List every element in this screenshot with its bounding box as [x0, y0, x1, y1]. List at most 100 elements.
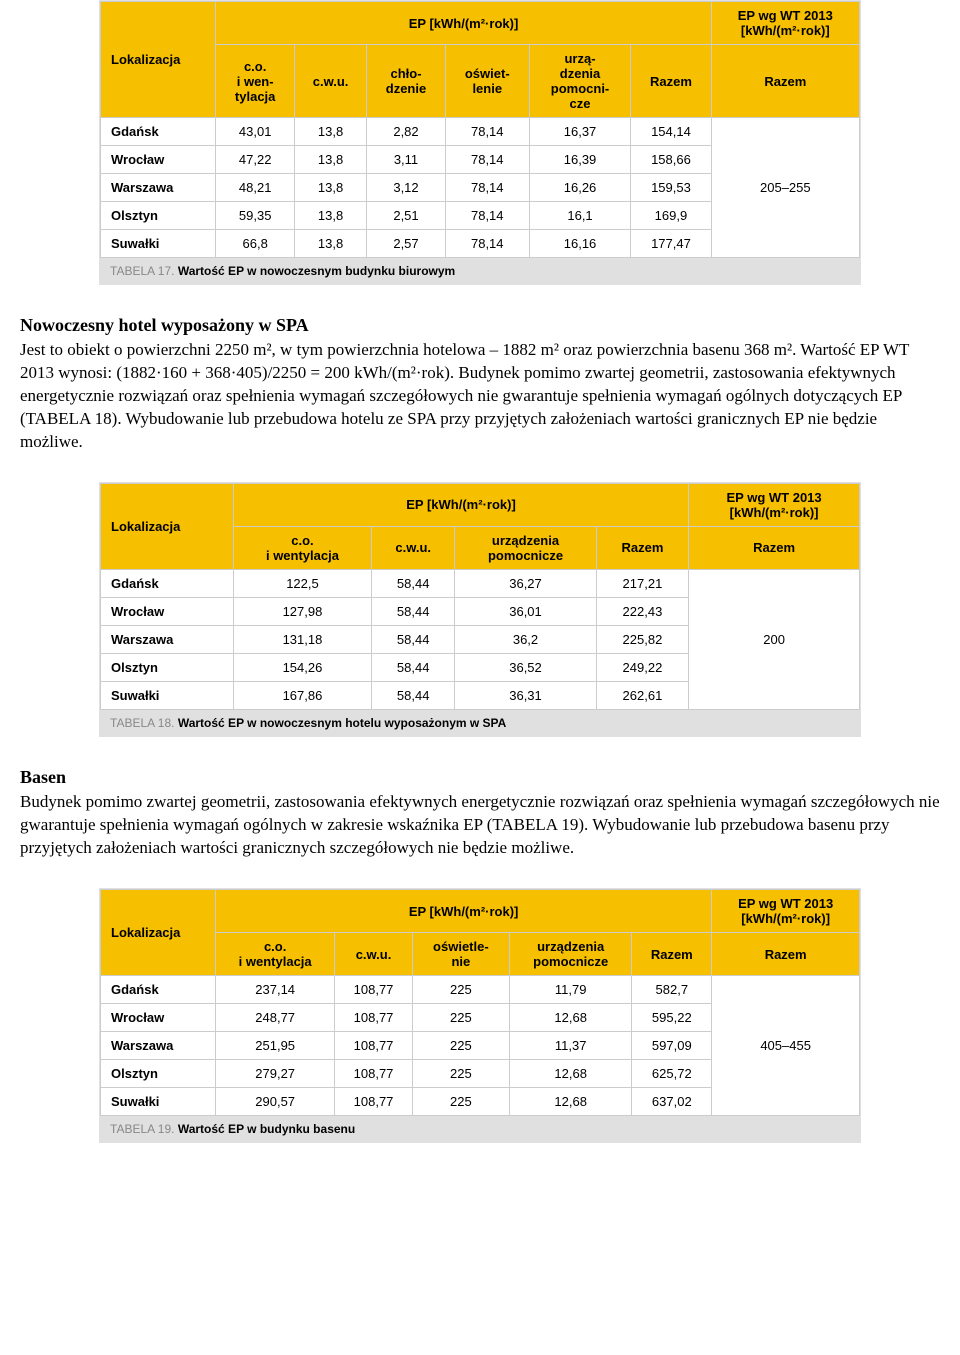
- t19-caption: TABELA 19. Wartość EP w budynku basenu: [100, 1116, 860, 1142]
- t17-r2-v1: 13,8: [294, 174, 366, 202]
- t18-h-wt-l1: EP wg WT 2013: [727, 490, 822, 505]
- t17-r0-v4: 16,37: [529, 118, 631, 146]
- t17-r0-v0: 43,01: [216, 118, 295, 146]
- t19-r3-v1: 108,77: [335, 1060, 412, 1088]
- t19-r3-v3: 12,68: [510, 1060, 632, 1088]
- t18-r3-v0: 154,26: [233, 653, 371, 681]
- t19-r4-v4: 637,02: [632, 1088, 712, 1116]
- t19-r1-v4: 595,22: [632, 1004, 712, 1032]
- t17-r0-v2: 2,82: [367, 118, 446, 146]
- t17-r3-v5: 169,9: [631, 202, 711, 230]
- t17-r3-loc: Olsztyn: [101, 202, 216, 230]
- t18-sh-4: Razem: [689, 526, 860, 569]
- t17-sh-5: Razem: [631, 45, 711, 118]
- t19-r2-v4: 597,09: [632, 1032, 712, 1060]
- t17-r2-v3: 78,14: [445, 174, 529, 202]
- t17-r1-v0: 47,22: [216, 146, 295, 174]
- t17-r2-v0: 48,21: [216, 174, 295, 202]
- table-19-block: Lokalizacja EP [kWh/(m²·rok)] EP wg WT 2…: [99, 888, 861, 1143]
- section-hotel-spa: Nowoczesny hotel wyposażony w SPA Jest t…: [20, 313, 940, 454]
- t19-r4-loc: Suwałki: [101, 1088, 216, 1116]
- t19-r4-v1: 108,77: [335, 1088, 412, 1116]
- t19-r3-v2: 225: [412, 1060, 509, 1088]
- t18-r3-v3: 249,22: [596, 653, 689, 681]
- t17-r2-v2: 3,12: [367, 174, 446, 202]
- section2-body: Budynek pomimo zwartej geometrii, zastos…: [20, 791, 940, 860]
- t19-r1-v3: 12,68: [510, 1004, 632, 1032]
- t17-r4-v4: 16,16: [529, 230, 631, 258]
- t17-r4-v0: 66,8: [216, 230, 295, 258]
- t19-r2-loc: Warszawa: [101, 1032, 216, 1060]
- t17-r2-v5: 159,53: [631, 174, 711, 202]
- t17-r0-v3: 78,14: [445, 118, 529, 146]
- t19-h-wt-l2: [kWh/(m²·rok)]: [741, 911, 830, 926]
- t17-r3-v2: 2,51: [367, 202, 446, 230]
- t17-r1-v4: 16,39: [529, 146, 631, 174]
- t17-sh-0: c.o. i wen- tylacja: [216, 45, 295, 118]
- table-17: Lokalizacja EP [kWh/(m²·rok)] EP wg WT 2…: [100, 1, 860, 258]
- t18-r2-v0: 131,18: [233, 625, 371, 653]
- t17-wt: 205–255: [711, 118, 859, 258]
- t18-r2-v1: 58,44: [372, 625, 455, 653]
- t18-r4-loc: Suwałki: [101, 681, 234, 709]
- t18-r1-v0: 127,98: [233, 597, 371, 625]
- t18-r2-loc: Warszawa: [101, 625, 234, 653]
- t18-r4-v3: 262,61: [596, 681, 689, 709]
- t19-caption-label: TABELA 19.: [110, 1122, 174, 1136]
- t18-caption-text: Wartość EP w nowoczesnym hotelu wyposażo…: [178, 716, 507, 730]
- t18-sh-0: c.o. i wentylacja: [233, 526, 371, 569]
- t17-r0-v1: 13,8: [294, 118, 366, 146]
- t17-sh-4: urzą- dzenia pomocni- cze: [529, 45, 631, 118]
- t18-wt: 200: [689, 569, 860, 709]
- t18-sh-2: urządzenia pomocnicze: [455, 526, 596, 569]
- t19-r4-v0: 290,57: [215, 1088, 335, 1116]
- t17-h-wt-l2: [kWh/(m²·rok)]: [741, 23, 830, 38]
- t19-r3-loc: Olsztyn: [101, 1060, 216, 1088]
- t17-caption-label: TABELA 17.: [110, 264, 174, 278]
- t19-h-wt-l1: EP wg WT 2013: [738, 896, 833, 911]
- t19-r0-v0: 237,14: [215, 976, 335, 1004]
- t18-r0-v3: 217,21: [596, 569, 689, 597]
- t18-sh-1: c.w.u.: [372, 526, 455, 569]
- t18-caption: TABELA 18. Wartość EP w nowoczesnym hote…: [100, 710, 860, 736]
- t18-r1-v1: 58,44: [372, 597, 455, 625]
- t19-wt: 405–455: [712, 976, 860, 1116]
- t18-r0-v1: 58,44: [372, 569, 455, 597]
- t17-h-ep: EP [kWh/(m²·rok)]: [216, 2, 711, 45]
- t18-r3-v1: 58,44: [372, 653, 455, 681]
- t19-r2-v0: 251,95: [215, 1032, 335, 1060]
- t19-sh-2: oświetle- nie: [412, 933, 509, 976]
- table-18-block: Lokalizacja EP [kWh/(m²·rok)] EP wg WT 2…: [99, 482, 861, 737]
- t18-h-loc: Lokalizacja: [101, 483, 234, 569]
- t17-r0-v5: 154,14: [631, 118, 711, 146]
- table-19: Lokalizacja EP [kWh/(m²·rok)] EP wg WT 2…: [100, 889, 860, 1116]
- section1-title: Nowoczesny hotel wyposażony w SPA: [20, 313, 940, 337]
- t19-r3-v4: 625,72: [632, 1060, 712, 1088]
- t17-sh-1: c.w.u.: [294, 45, 366, 118]
- t19-r2-v2: 225: [412, 1032, 509, 1060]
- t18-r4-v2: 36,31: [455, 681, 596, 709]
- t17-h-wt-l1: EP wg WT 2013: [738, 8, 833, 23]
- t19-sh-1: c.w.u.: [335, 933, 412, 976]
- section1-body: Jest to obiekt o powierzchni 2250 m², w …: [20, 339, 940, 454]
- t17-r2-v4: 16,26: [529, 174, 631, 202]
- t19-h-ep: EP [kWh/(m²·rok)]: [215, 890, 711, 933]
- t19-r1-loc: Wrocław: [101, 1004, 216, 1032]
- t19-r1-v0: 248,77: [215, 1004, 335, 1032]
- t17-r1-v2: 3,11: [367, 146, 446, 174]
- t17-r4-v5: 177,47: [631, 230, 711, 258]
- t18-r4-v1: 58,44: [372, 681, 455, 709]
- t17-r0-loc: Gdańsk: [101, 118, 216, 146]
- t19-r0-loc: Gdańsk: [101, 976, 216, 1004]
- t17-r2-loc: Warszawa: [101, 174, 216, 202]
- t17-caption: TABELA 17. Wartość EP w nowoczesnym budy…: [100, 258, 860, 284]
- t18-r4-v0: 167,86: [233, 681, 371, 709]
- t19-r2-v3: 11,37: [510, 1032, 632, 1060]
- t18-r1-loc: Wrocław: [101, 597, 234, 625]
- t18-r0-v0: 122,5: [233, 569, 371, 597]
- t17-r3-v1: 13,8: [294, 202, 366, 230]
- t19-sh-0: c.o. i wentylacja: [215, 933, 335, 976]
- t19-sh-4: Razem: [632, 933, 712, 976]
- t17-r4-v2: 2,57: [367, 230, 446, 258]
- t19-sh-5: Razem: [712, 933, 860, 976]
